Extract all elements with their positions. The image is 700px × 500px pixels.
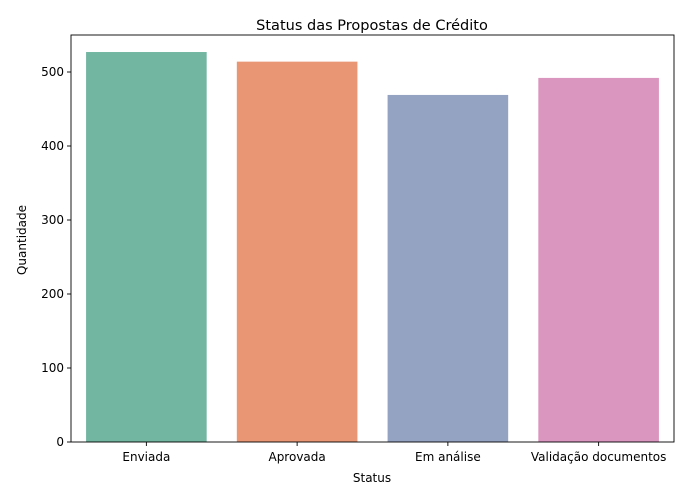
bar-1 xyxy=(236,61,358,442)
y-tick-label: 200 xyxy=(41,287,64,301)
plot-border xyxy=(70,34,675,443)
bar-3 xyxy=(538,77,659,443)
y-tick-label: 100 xyxy=(41,361,64,375)
chart-title: Status das Propostas de Crédito xyxy=(256,18,488,34)
x-tick-label: Aprovada xyxy=(268,450,325,464)
y-tick-label: 400 xyxy=(41,139,64,153)
bar-2 xyxy=(387,94,509,442)
y-tick-label: 300 xyxy=(41,213,64,227)
x-axis: Enviada Aprovada Em análise Validação docum… xyxy=(122,442,666,464)
x-tick-label: Em análise xyxy=(415,450,481,464)
x-axis-label: Status xyxy=(353,471,391,485)
x-tick-label: Validação documentos xyxy=(531,450,667,464)
y-tick-label: 0 xyxy=(56,435,64,449)
x-tick-label: Enviada xyxy=(122,450,170,464)
bar-0 xyxy=(86,52,207,443)
y-axis-label: Quantidade xyxy=(15,205,29,275)
y-tick-label: 500 xyxy=(41,65,64,79)
bars-group xyxy=(86,52,659,443)
y-axis: 0 100 200 300 400 500 xyxy=(41,65,71,449)
plot-frame xyxy=(70,34,675,443)
